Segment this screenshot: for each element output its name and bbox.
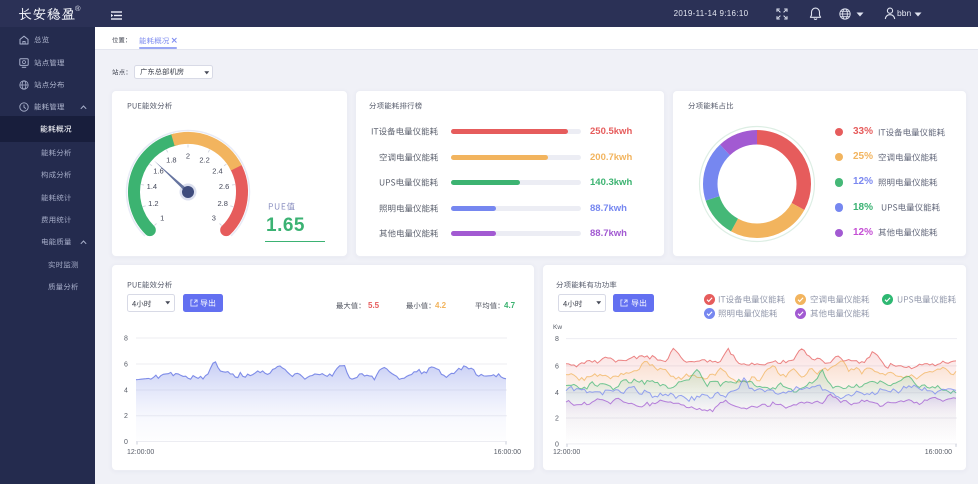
svg-text:6: 6: [555, 363, 559, 370]
svg-text:1: 1: [160, 214, 164, 223]
svg-text:0: 0: [124, 439, 128, 446]
svg-text:4: 4: [124, 388, 128, 395]
svg-text:1.4: 1.4: [147, 182, 157, 191]
svg-text:8: 8: [124, 336, 128, 343]
svg-text:2: 2: [186, 151, 190, 160]
svg-text:2.4: 2.4: [212, 166, 222, 175]
svg-text:3: 3: [212, 214, 216, 223]
svg-text:2: 2: [124, 413, 128, 420]
svg-text:4: 4: [555, 390, 559, 397]
svg-text:1.6: 1.6: [153, 166, 163, 175]
svg-text:8: 8: [555, 336, 559, 343]
svg-text:2: 2: [555, 416, 559, 423]
svg-text:2.2: 2.2: [199, 155, 209, 164]
svg-text:6: 6: [124, 362, 128, 369]
svg-text:0: 0: [555, 441, 559, 448]
svg-text:1.8: 1.8: [166, 155, 176, 164]
svg-text:1.2: 1.2: [148, 199, 158, 208]
svg-text:2.6: 2.6: [219, 182, 229, 191]
svg-text:2.8: 2.8: [217, 199, 227, 208]
